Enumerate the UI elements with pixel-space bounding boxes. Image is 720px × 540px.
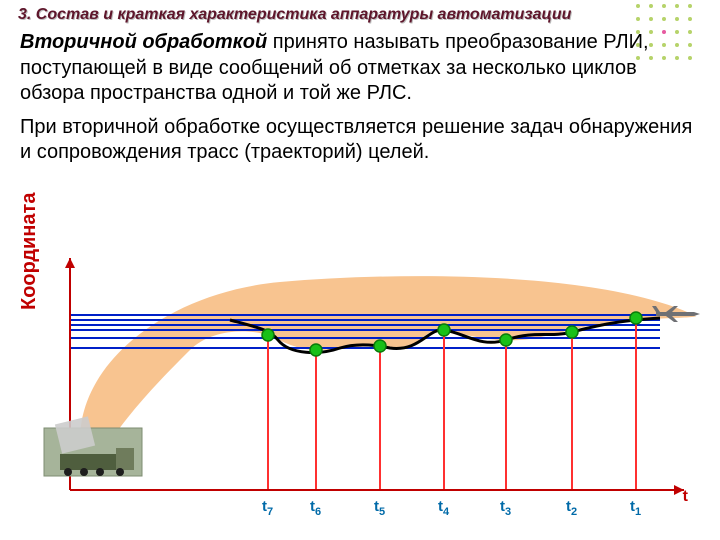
trajectory-diagram bbox=[20, 230, 700, 530]
y-axis-arrow bbox=[65, 258, 75, 268]
decor-dot bbox=[636, 4, 640, 8]
mark-point bbox=[438, 324, 450, 336]
lead-term: Вторичной обработкой bbox=[20, 31, 267, 53]
decor-dot bbox=[675, 4, 679, 8]
mark-point bbox=[310, 344, 322, 356]
mark-point bbox=[500, 334, 512, 346]
slide: { "heading": "3. Состав и краткая характ… bbox=[0, 0, 720, 540]
mark-point bbox=[630, 312, 642, 324]
section-heading: 3. Состав и краткая характеристика аппар… bbox=[18, 6, 571, 24]
mark-point bbox=[262, 329, 274, 341]
decor-dot bbox=[649, 17, 653, 21]
mark-point bbox=[374, 340, 386, 352]
diagram-svg bbox=[20, 230, 700, 530]
decor-dot bbox=[662, 17, 666, 21]
decor-dot bbox=[688, 17, 692, 21]
decor-dot bbox=[636, 17, 640, 21]
axis-x-label: t bbox=[683, 488, 688, 506]
decor-dot bbox=[675, 17, 679, 21]
decor-dot bbox=[649, 4, 653, 8]
mark-point bbox=[566, 326, 578, 338]
body-text: Вторичной обработкой принято называть пр… bbox=[20, 30, 698, 166]
decor-dot bbox=[688, 4, 692, 8]
scan-region bbox=[80, 276, 696, 474]
decor-dot bbox=[662, 4, 666, 8]
paragraph-2: При вторичной обработке осуществляется р… bbox=[20, 115, 698, 166]
paragraph-1: Вторичной обработкой принято называть пр… bbox=[20, 30, 698, 107]
